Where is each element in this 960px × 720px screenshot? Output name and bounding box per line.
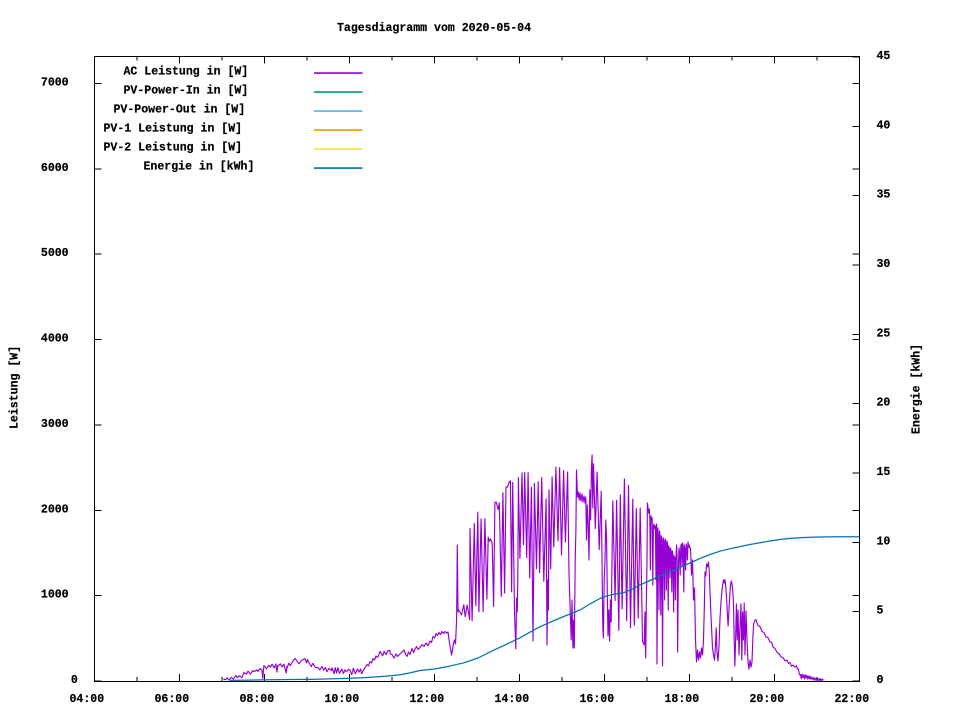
- svg-text:6000: 6000: [41, 162, 69, 175]
- svg-text:PV-1 Leistung in [W]: PV-1 Leistung in [W]: [104, 122, 243, 135]
- svg-text:Leistung [W]: Leistung [W]: [9, 346, 22, 429]
- svg-text:45: 45: [877, 50, 891, 63]
- svg-text:30: 30: [877, 258, 891, 271]
- svg-text:10:00: 10:00: [325, 693, 360, 706]
- svg-text:22:00: 22:00: [835, 693, 870, 706]
- svg-text:10: 10: [877, 535, 891, 548]
- svg-text:0: 0: [877, 674, 884, 687]
- svg-text:04:00: 04:00: [70, 693, 105, 706]
- svg-text:PV-2 Leistung in [W]: PV-2 Leistung in [W]: [104, 141, 243, 154]
- svg-text:35: 35: [877, 189, 891, 202]
- svg-text:Energie in [kWh]: Energie in [kWh]: [144, 160, 255, 173]
- svg-text:12:00: 12:00: [410, 693, 445, 706]
- svg-text:PV-Power-Out in [W]: PV-Power-Out in [W]: [114, 103, 246, 116]
- svg-text:Energie [kWh]: Energie [kWh]: [910, 344, 923, 434]
- svg-text:7000: 7000: [41, 77, 69, 90]
- svg-text:20:00: 20:00: [750, 693, 785, 706]
- svg-text:2000: 2000: [41, 503, 69, 516]
- svg-text:15: 15: [877, 466, 891, 479]
- svg-text:25: 25: [877, 327, 891, 340]
- svg-text:08:00: 08:00: [240, 693, 275, 706]
- svg-text:06:00: 06:00: [155, 693, 190, 706]
- svg-text:3000: 3000: [41, 418, 69, 431]
- svg-text:AC Leistung in [W]: AC Leistung in [W]: [124, 65, 249, 78]
- svg-text:5: 5: [877, 605, 884, 618]
- svg-text:4000: 4000: [41, 333, 69, 346]
- svg-text:18:00: 18:00: [665, 693, 700, 706]
- svg-text:5000: 5000: [41, 247, 69, 260]
- svg-text:40: 40: [877, 119, 891, 132]
- svg-text:20: 20: [877, 397, 891, 410]
- svg-text:1000: 1000: [41, 589, 69, 602]
- svg-text:PV-Power-In in [W]: PV-Power-In in [W]: [124, 84, 249, 97]
- svg-text:16:00: 16:00: [580, 693, 615, 706]
- svg-text:14:00: 14:00: [495, 693, 530, 706]
- svg-text:0: 0: [71, 674, 78, 687]
- svg-text:Tagesdiagramm vom 2020-05-04: Tagesdiagramm vom 2020-05-04: [337, 22, 531, 35]
